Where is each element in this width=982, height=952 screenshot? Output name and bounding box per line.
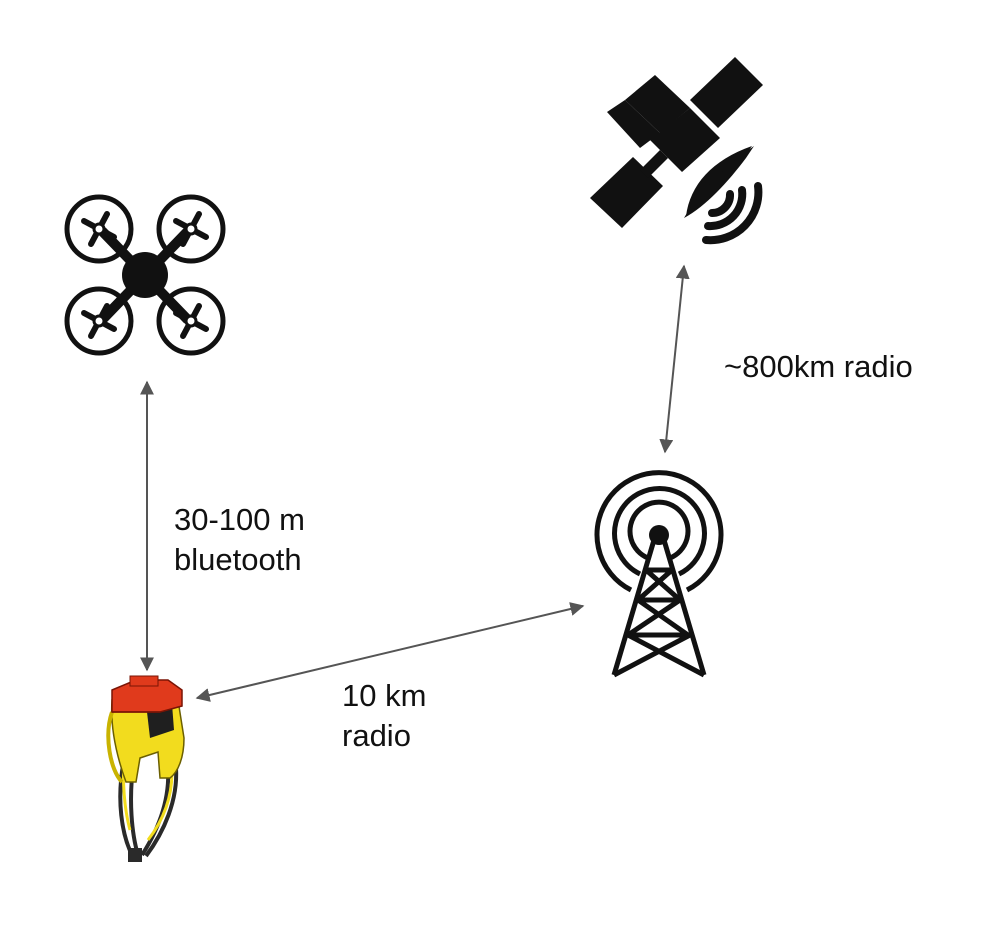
- drone-tracker-medium: bluetooth: [174, 542, 302, 577]
- wearable-tracker-device-icon: [106, 675, 185, 862]
- satellite-icon: [590, 57, 763, 245]
- tracker-tower-label: 10 km radio: [342, 676, 426, 756]
- tower-satellite-distance: ~800km radio: [724, 349, 913, 384]
- drone-tracker-label: 30-100 m bluetooth: [174, 500, 305, 580]
- radio-tower-icon: [594, 470, 724, 678]
- tracker-tower-distance: 10 km: [342, 678, 427, 713]
- tower-satellite-label: ~800km radio: [724, 347, 913, 387]
- drone-tracker-distance: 30-100 m: [174, 502, 305, 537]
- arrow-tower-satellite: [659, 264, 690, 454]
- tracker-tower-medium: radio: [342, 718, 411, 753]
- arrow-tracker-tower: [195, 602, 585, 702]
- links: [140, 264, 690, 702]
- drone-icon: [64, 194, 226, 356]
